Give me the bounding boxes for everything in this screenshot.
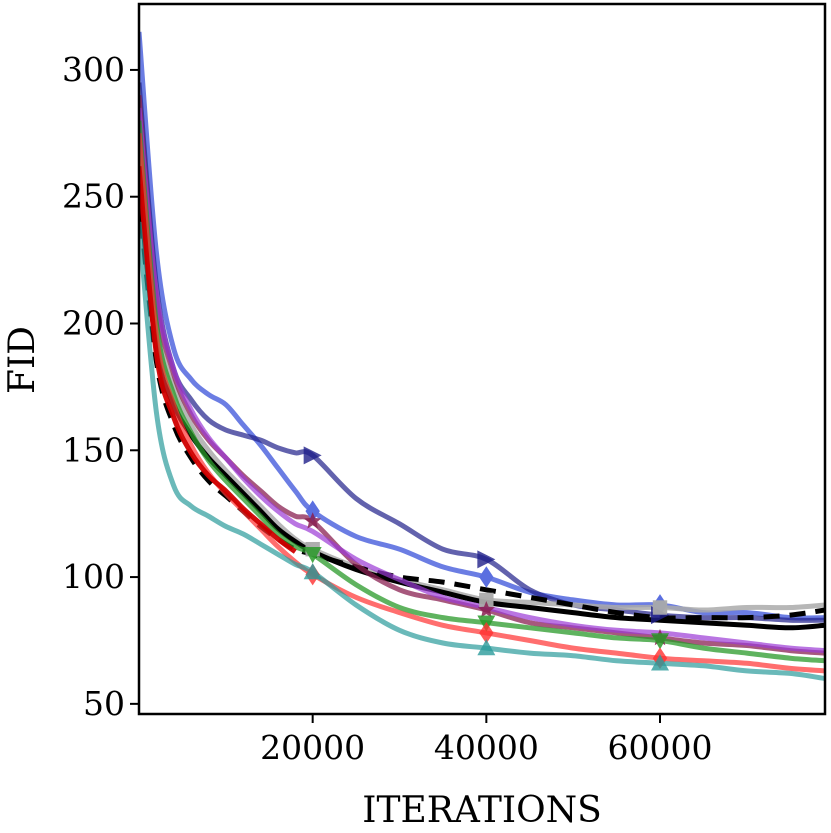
x-axis-label: ITERATIONS — [362, 790, 602, 831]
series-marker — [652, 600, 668, 615]
y-axis-label: FID — [2, 326, 43, 394]
series-line-5 — [139, 196, 825, 621]
series-marker — [303, 446, 322, 465]
series-marker — [303, 547, 322, 564]
series-layer — [139, 31, 825, 681]
series-line-10 — [139, 166, 297, 554]
y-tick-label: 200 — [62, 304, 125, 343]
series-marker — [477, 601, 495, 618]
y-tick-label: 250 — [62, 177, 125, 216]
series-marker — [477, 639, 496, 656]
series-marker — [303, 563, 322, 580]
series-marker — [651, 654, 670, 671]
x-tick-label: 20000 — [260, 728, 365, 767]
y-tick-label: 150 — [62, 430, 125, 469]
plot-frame — [137, 2, 827, 716]
series-line-2 — [139, 82, 825, 623]
x-tick-label: 40000 — [434, 728, 539, 767]
y-tick-label: 300 — [62, 50, 125, 89]
series-marker — [479, 622, 494, 644]
marker-layer — [303, 446, 670, 671]
series-marker — [479, 566, 494, 588]
series-line-1 — [139, 31, 825, 621]
x-axis-ticks: 20000 40000 60000 — [260, 714, 713, 767]
series-line-6 — [139, 95, 825, 656]
series-line-3 — [139, 145, 825, 613]
y-tick-label: 100 — [62, 557, 125, 596]
series-marker — [305, 500, 320, 522]
series-line-7 — [139, 107, 825, 654]
series-marker — [479, 592, 494, 608]
x-tick-label: 60000 — [608, 728, 713, 767]
series-marker — [651, 633, 670, 650]
y-tick-label: 50 — [83, 684, 125, 723]
series-line-8 — [139, 120, 825, 664]
series-marker — [477, 550, 496, 569]
series-line-11 — [139, 221, 825, 681]
series-marker — [304, 512, 322, 529]
y-axis-ticks: 50 100 150 200 250 300 — [62, 50, 139, 723]
